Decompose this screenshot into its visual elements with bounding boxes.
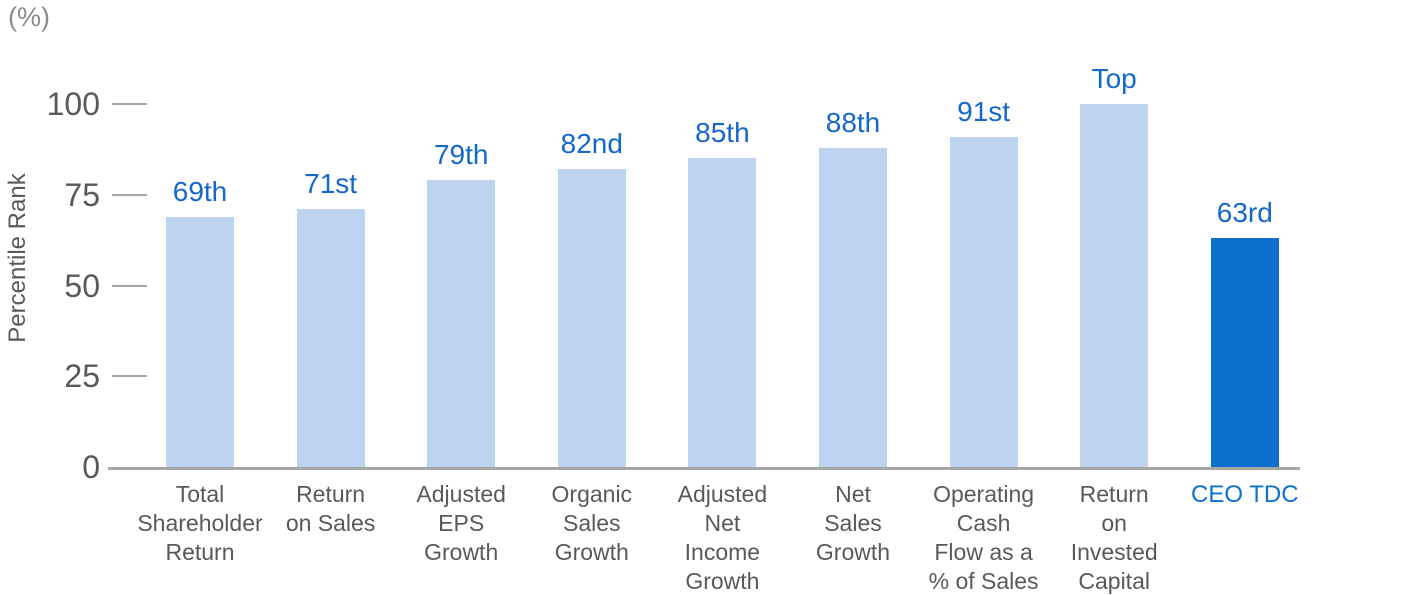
category-label-return-on-sales: Return on Sales <box>285 481 376 536</box>
bar-adjusted-eps-growth <box>427 180 496 467</box>
category-label-return-on-invested-capital: Return on Invested Capital <box>1070 481 1158 594</box>
bar-net-sales-growth <box>819 147 887 467</box>
value-label-operating-cash-flow-as-a-of-sales: 91st <box>957 95 1011 127</box>
category-label-adjusted-net-income-growth: Adjusted Net Income Growth <box>677 481 768 594</box>
y-tick-mark-50 <box>112 284 147 287</box>
bar-adjusted-net-income-growth <box>688 158 757 467</box>
y-tick-label-75: 75 <box>64 176 100 213</box>
bar-total-shareholder-return <box>166 216 234 467</box>
category-label-ceo-tdc: CEO TDC <box>1191 481 1299 508</box>
y-tick-mark-100 <box>112 103 147 105</box>
y-tick-label-50: 50 <box>64 267 100 304</box>
unit-label: (%) <box>8 2 50 32</box>
category-label-net-sales-growth: Net Sales Growth <box>815 481 891 565</box>
value-label-net-sales-growth: 88th <box>825 106 881 138</box>
category-label-operating-cash-flow-as-a-of-sales: Operating Cash Flow as a % of Sales <box>928 481 1039 594</box>
y-tick-label-25: 25 <box>64 358 100 395</box>
value-label-return-on-sales: 71st <box>304 168 358 200</box>
value-label-organic-sales-growth: 82nd <box>560 128 623 160</box>
bar-operating-cash-flow-as-a-of-sales <box>949 136 1018 467</box>
bar-return-on-sales <box>296 209 365 467</box>
value-label-return-on-invested-capital: Top <box>1091 63 1137 94</box>
category-label-organic-sales-growth: Organic Sales Growth <box>551 481 633 565</box>
bar-return-on-invested-capital <box>1080 104 1149 467</box>
value-label-adjusted-eps-growth: 79th <box>433 139 489 171</box>
bar-ceo-tdc <box>1210 238 1279 467</box>
value-label-adjusted-net-income-growth: 85th <box>695 117 750 149</box>
x-axis-line <box>108 467 1300 470</box>
y-tick-mark-75 <box>112 193 147 196</box>
category-label-total-shareholder-return: Total Shareholder Return <box>137 481 263 565</box>
category-label-adjusted-eps-growth: Adjusted EPS Growth <box>416 481 506 565</box>
y-tick-label-0: 0 <box>82 449 100 485</box>
value-label-total-shareholder-return: 69th <box>172 175 228 207</box>
bar-organic-sales-growth <box>557 169 626 467</box>
y-tick-label-100: 100 <box>46 86 100 122</box>
value-label-ceo-tdc: 63rd <box>1216 197 1273 229</box>
y-tick-mark-25 <box>112 375 147 378</box>
